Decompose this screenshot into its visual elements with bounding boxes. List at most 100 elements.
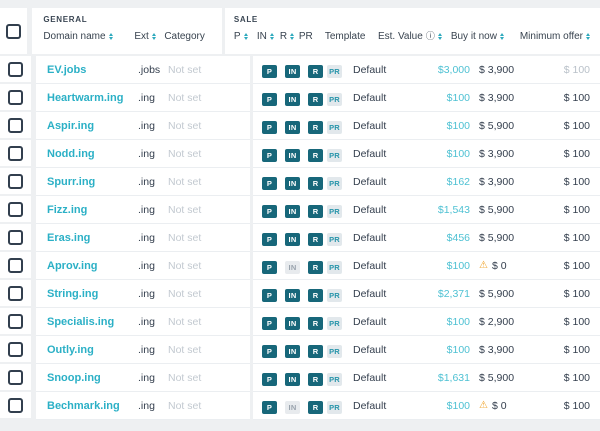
r-badge: R [308,288,323,302]
p-badge: P [262,316,277,330]
table-row: Bechmark.ing .ing Not set P IN R PR Defa… [0,392,600,420]
template-value: Default [353,287,387,300]
domain-link[interactable]: Snoop.ing [47,371,101,384]
pr-badge: PR [327,232,342,246]
select-all-checkbox[interactable] [6,23,22,39]
pr-badge: PR [327,344,342,358]
est-value-link[interactable]: $2,371 [437,287,470,300]
domain-link[interactable]: Nodd.ing [47,147,95,160]
in-badge: IN [285,204,300,218]
est-value-link[interactable]: $1,631 [437,371,470,384]
row-checkbox[interactable] [8,285,23,301]
row-checkbox[interactable] [8,201,23,217]
row-checkbox[interactable] [8,89,23,105]
row-checkbox[interactable] [8,145,23,161]
column-header-buy-it-now[interactable]: Buy it now [442,31,520,42]
domain-link[interactable]: Eras.ing [47,231,91,244]
column-header-p[interactable]: P [234,31,257,42]
domain-link[interactable]: String.ing [47,287,99,300]
r-badge: R [308,176,323,190]
domain-link[interactable]: Specialis.ing [47,315,115,328]
in-badge: IN [285,176,300,190]
r-badge: R [308,120,323,134]
row-general-section: Fizz.ing .ing Not set [36,196,250,224]
row-checkbox[interactable] [8,61,23,77]
r-badge: R [308,316,323,330]
in-badge: IN [285,288,300,302]
row-checkbox[interactable] [8,397,23,413]
est-value-link[interactable]: $456 [446,231,470,244]
min-offer-value: $ 100 [563,399,590,412]
est-value-link[interactable]: $100 [446,343,470,356]
buy-it-now-cell: ⚠ $ 3,900 [470,148,548,160]
est-value-link[interactable]: $100 [446,119,470,132]
domain-link[interactable]: Outly.ing [47,343,94,356]
pr-badge: PR [327,400,342,414]
column-header-ext[interactable]: Ext [134,31,164,42]
domain-link[interactable]: Heartwarm.ing [47,91,124,104]
pr-badge: PR [327,120,342,134]
est-value-link[interactable]: $100 [446,259,470,272]
est-value-link[interactable]: $1,543 [437,203,470,216]
column-header-r[interactable]: R [280,31,299,42]
est-value-link[interactable]: $100 [446,399,470,412]
est-value-link[interactable]: $100 [446,91,470,104]
category-value: Not set [168,63,202,76]
row-general-section: Aprov.ing .ing Not set [36,252,250,280]
buy-it-now-cell: ⚠ $ 3,900 [470,176,548,188]
domain-link[interactable]: Fizz.ing [47,203,88,216]
row-checkbox[interactable] [8,341,23,357]
column-header-minimum-offer[interactable]: Minimum offer [520,31,600,42]
min-offer-value: $ 100 [563,371,590,384]
row-checkbox[interactable] [8,117,23,133]
est-value-link[interactable]: $100 [446,315,470,328]
buy-it-now-value: $ 5,900 [479,119,515,132]
category-value: Not set [168,259,202,272]
p-badge: P [262,344,277,358]
column-header-in[interactable]: IN [257,31,280,42]
p-badge: P [262,232,277,246]
row-checkbox[interactable] [8,257,23,273]
ext-value: .ing [138,91,155,104]
ext-value: .ing [138,259,155,272]
row-checkbox-cell [0,280,31,306]
row-checkbox[interactable] [8,229,23,245]
column-header-est-value[interactable]: Est. Value ⓘ [357,31,442,42]
est-value-link[interactable]: $100 [446,147,470,160]
r-badge: R [308,260,323,274]
buy-it-now-value: $ 5,900 [479,371,515,384]
row-general-section: Bechmark.ing .ing Not set [36,392,250,420]
column-header-category: Category [164,31,222,42]
domain-link[interactable]: Bechmark.ing [47,399,120,412]
domain-link[interactable]: Spurr.ing [47,175,96,188]
table-row: Aspir.ing .ing Not set P IN R PR Default… [0,112,600,140]
row-sale-section: P IN R PR Default $100 ⚠ $ 3,900 $ 100 [253,140,600,168]
sort-icon [151,33,156,40]
general-section-header: General Domain name Ext Category [32,8,223,54]
sale-section-label: Sale [233,15,258,24]
ext-value: .ing [138,231,155,244]
column-header-domain-name[interactable]: Domain name [43,31,134,42]
info-icon[interactable]: ⓘ [425,31,435,41]
table-row: String.ing .ing Not set P IN R PR Defaul… [0,280,600,308]
table-row: Eras.ing .ing Not set P IN R PR Default … [0,224,600,252]
domain-link[interactable]: Aspir.ing [47,119,95,132]
template-value: Default [353,231,387,244]
in-badge: IN [285,372,300,386]
buy-it-now-cell: ⚠ $ 5,900 [470,288,548,300]
row-checkbox[interactable] [8,369,23,385]
row-checkbox[interactable] [8,313,23,329]
buy-it-now-cell: ⚠ $ 3,900 [470,344,548,356]
row-checkbox[interactable] [8,173,23,189]
domain-link[interactable]: Aprov.ing [47,259,98,272]
ext-value: .ing [138,343,155,356]
in-badge: IN [285,400,300,414]
row-sale-section: P IN R PR Default $456 ⚠ $ 5,900 $ 100 [253,224,600,252]
min-offer-value: $ 100 [563,343,590,356]
est-value-link[interactable]: $3,000 [437,63,470,76]
row-checkbox-cell [0,196,31,222]
est-value-link[interactable]: $162 [446,175,470,188]
template-value: Default [353,119,387,132]
buy-it-now-column-label: Buy it now [450,31,497,42]
domain-link[interactable]: EV.jobs [47,63,87,76]
